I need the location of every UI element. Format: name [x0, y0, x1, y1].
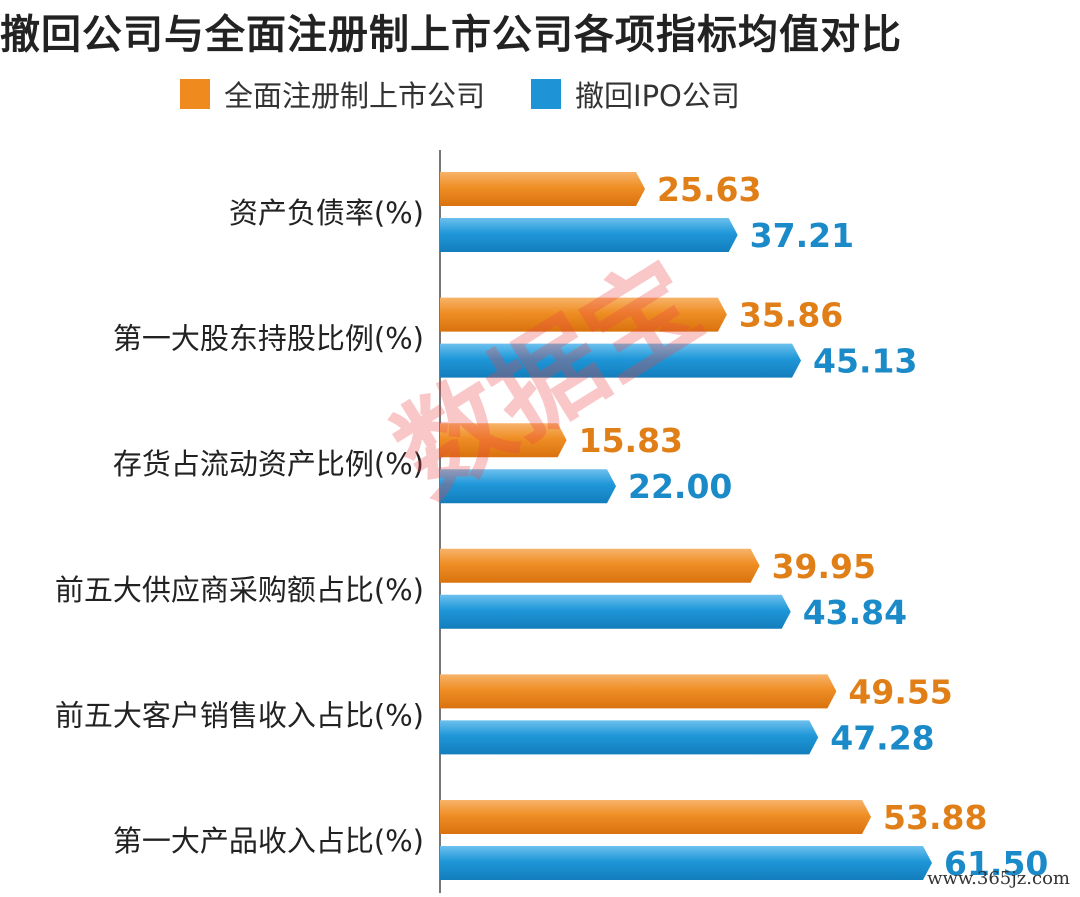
legend-item-series-0: 全面注册制上市公司: [180, 73, 485, 115]
data-label: 61.50: [944, 844, 1048, 883]
category-label: 第一大产品收入占比(%): [113, 824, 424, 858]
bar-series-0: [440, 172, 646, 206]
legend-item-series-1: 撤回IPO公司: [531, 73, 740, 115]
bar-series-0: [440, 800, 872, 834]
bar-series-1: [440, 469, 616, 504]
bar-series-1: [440, 594, 791, 629]
category-label: 资产负债率(%): [229, 196, 424, 230]
legend-label-series-1: 撤回IPO公司: [575, 79, 740, 113]
data-label: 49.55: [848, 672, 952, 711]
bar-series-1: [440, 846, 932, 880]
data-label: 39.95: [772, 547, 876, 586]
legend-label-series-0: 全面注册制上市公司: [224, 79, 486, 113]
category-label: 第一大股东持股比例(%): [113, 322, 424, 356]
bar-series-0: [440, 423, 567, 458]
legend: 全面注册制上市公司 撤回IPO公司: [180, 74, 740, 114]
data-label: 25.63: [657, 170, 761, 209]
legend-swatch-series-1: [531, 79, 562, 109]
legend-swatch-series-0: [180, 79, 210, 109]
bar-series-0: [440, 297, 727, 332]
category-label: 前五大客户销售收入占比(%): [55, 698, 424, 732]
data-label: 37.21: [750, 216, 854, 255]
bar-series-1: [440, 720, 819, 755]
data-label: 43.84: [803, 593, 907, 632]
site-watermark: www.365jz.com: [927, 868, 1070, 889]
data-label: 15.83: [579, 421, 683, 460]
bar-series-1: [440, 218, 738, 252]
bar-series-0: [440, 548, 760, 583]
chart-title: 撤回公司与全面注册制上市公司各项指标均值对比: [0, 12, 902, 58]
category-label: 前五大供应商采购额占比(%): [55, 573, 424, 607]
data-label: 47.28: [830, 718, 934, 757]
data-label: 45.13: [813, 342, 917, 381]
bar-series-1: [440, 343, 802, 378]
category-label: 存货占流动资产比例(%): [113, 447, 424, 481]
data-label: 35.86: [739, 296, 843, 335]
bar-series-0: [440, 674, 837, 709]
data-label: 22.00: [628, 467, 732, 506]
data-label: 53.88: [883, 798, 987, 837]
